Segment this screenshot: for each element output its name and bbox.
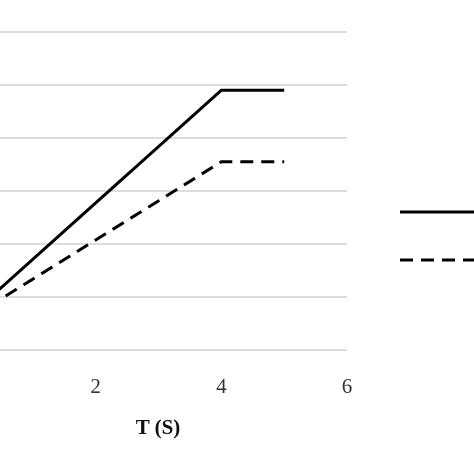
x-tick-label: 6 bbox=[342, 374, 353, 398]
x-axis-title: T (S) bbox=[136, 415, 181, 439]
series-lines bbox=[0, 88, 285, 302]
gridlines bbox=[0, 31, 347, 351]
series-line-1 bbox=[0, 88, 285, 291]
series-line-2 bbox=[0, 160, 285, 302]
x-tick-label: 2 bbox=[90, 374, 101, 398]
legend bbox=[400, 210, 474, 262]
x-tick-label: 4 bbox=[216, 374, 227, 398]
x-tick-labels: 2 4 6 bbox=[90, 374, 352, 398]
